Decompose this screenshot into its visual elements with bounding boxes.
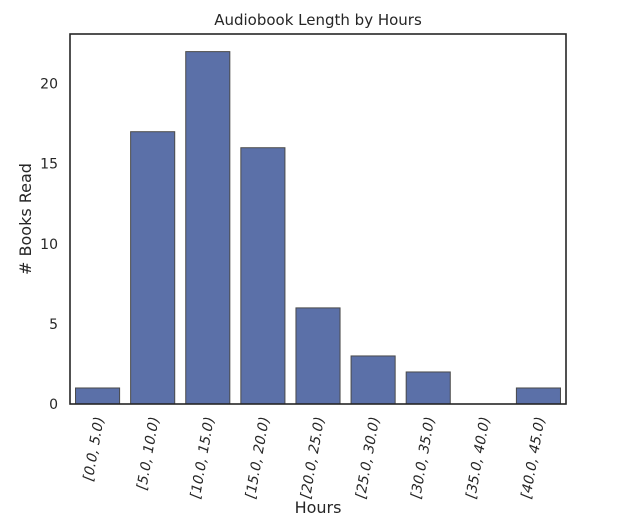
- chart-title: Audiobook Length by Hours: [214, 11, 422, 29]
- bar-2: [185, 51, 231, 405]
- x-tick-label-4: [20.0, 25.0): [298, 414, 327, 501]
- bar-8: [515, 387, 561, 405]
- x-tick-label-5: [25.0, 30.0): [354, 414, 383, 501]
- bar-4: [295, 307, 341, 405]
- bar-3: [240, 147, 286, 405]
- x-axis-ticks: [0.0, 5.0) [5.0, 10.0) [10.0, 15.0) [15.0, …: [81, 414, 548, 501]
- y-axis-ticks: 0 5 10 15 20: [40, 77, 58, 413]
- y-tick-label-2: 10: [40, 237, 58, 253]
- x-tick-label-2: [10.0, 15.0): [188, 414, 217, 501]
- x-tick-label-6: [30.0, 35.0): [409, 414, 438, 501]
- bar-5: [350, 355, 396, 405]
- y-tick-label-0: 0: [49, 397, 58, 413]
- plot-frame: [69, 33, 567, 405]
- bar-1: [130, 131, 176, 405]
- x-axis-title: Hours: [295, 498, 342, 517]
- bar-0: [75, 387, 121, 405]
- bars-group: [75, 51, 561, 405]
- x-tick-label-1: [5.0, 10.0): [135, 414, 163, 492]
- bar-6: [405, 371, 451, 405]
- y-tick-label-1: 5: [49, 317, 58, 333]
- y-axis-title: # Books Read: [16, 163, 35, 275]
- x-tick-label-3: [15.0, 20.0): [243, 414, 272, 501]
- x-tick-label-0: [0.0, 5.0): [81, 414, 107, 483]
- x-tick-label-8: [40.0, 45.0): [519, 414, 548, 501]
- y-tick-label-3: 15: [40, 157, 58, 173]
- y-tick-label-4: 20: [40, 77, 58, 93]
- x-tick-label-7: [35.0, 40.0): [464, 414, 493, 501]
